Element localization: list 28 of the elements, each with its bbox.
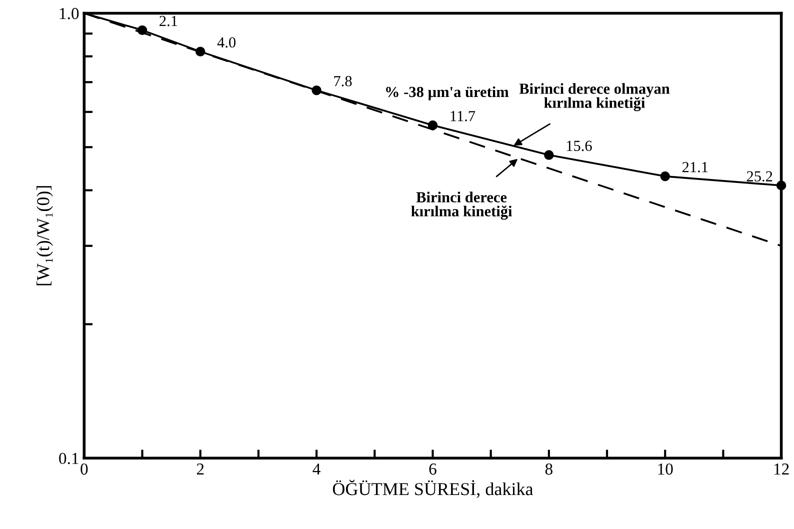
point [428, 120, 438, 130]
annotation: 11.7 [450, 111, 476, 122]
x-tick-label: 0 [80, 463, 88, 475]
x-tick-label: 6 [429, 464, 436, 475]
annotation: 25.2 [746, 171, 772, 182]
y-tick-label: 0.1 [59, 452, 78, 464]
point [195, 46, 206, 56]
x-axis-title: ÖĞÜTME SÜRESİ, dakika [332, 480, 534, 498]
point [312, 85, 322, 96]
y-tick-label: 1.0 [60, 8, 79, 20]
x-tick-label: 2 [196, 464, 204, 475]
point [776, 180, 786, 190]
x-tick-label: 4 [312, 464, 320, 475]
x-tick-label: 10 [658, 463, 673, 475]
annotation: 21.1 [682, 162, 708, 172]
y-axis-title: [W₁(t)/W₁(0)] [36, 186, 53, 286]
annotation: Birinci derece kırılma kinetiği [411, 192, 512, 220]
annotation: Birinci derece olmayan kırılma kinetiği [519, 83, 670, 112]
point [660, 171, 670, 182]
annotation: % -38 µm'a üretim [386, 86, 509, 100]
annotation: 2.1 [160, 16, 178, 26]
annotation: 15.6 [566, 140, 592, 152]
x-tick-label: 12 [774, 464, 789, 475]
point [137, 25, 148, 36]
annotation: 4.0 [217, 37, 236, 48]
point [544, 150, 554, 160]
annotation: 7.8 [334, 76, 352, 86]
x-tick-label: 8 [545, 463, 552, 475]
